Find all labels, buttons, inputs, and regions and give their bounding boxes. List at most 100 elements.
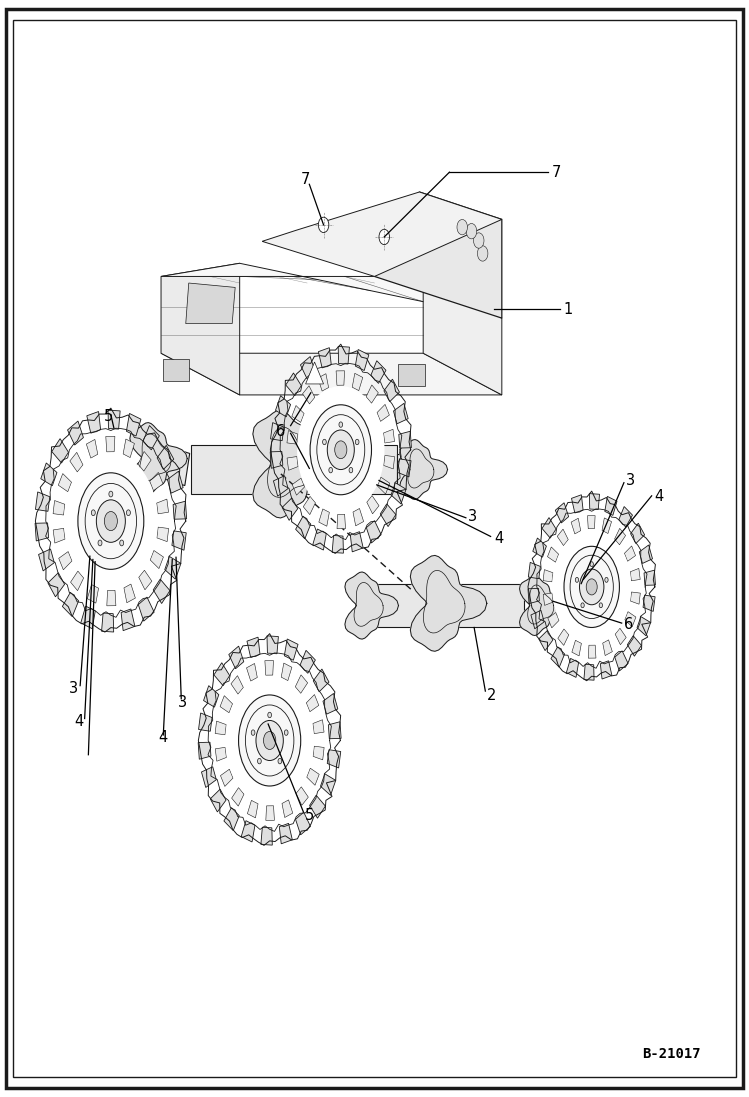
Polygon shape: [161, 263, 502, 318]
Circle shape: [590, 562, 593, 566]
Polygon shape: [139, 597, 154, 621]
Polygon shape: [352, 373, 363, 391]
Polygon shape: [327, 749, 341, 768]
Polygon shape: [151, 551, 163, 568]
Polygon shape: [555, 502, 568, 523]
Circle shape: [580, 569, 604, 604]
Polygon shape: [630, 568, 640, 580]
Polygon shape: [157, 528, 169, 542]
Circle shape: [120, 540, 124, 546]
Polygon shape: [542, 518, 556, 539]
Polygon shape: [328, 722, 341, 738]
Circle shape: [379, 229, 389, 245]
Polygon shape: [58, 474, 71, 491]
Polygon shape: [70, 572, 84, 590]
Circle shape: [251, 730, 255, 735]
Polygon shape: [528, 588, 539, 603]
Polygon shape: [167, 472, 184, 494]
Polygon shape: [551, 647, 565, 667]
Polygon shape: [303, 386, 315, 404]
Text: 5: 5: [305, 807, 314, 823]
Circle shape: [477, 246, 488, 261]
Polygon shape: [639, 545, 652, 564]
Polygon shape: [106, 437, 115, 452]
Text: 4: 4: [75, 714, 84, 730]
Circle shape: [575, 577, 579, 583]
Polygon shape: [384, 380, 399, 402]
Polygon shape: [214, 663, 230, 686]
Circle shape: [98, 540, 102, 546]
Polygon shape: [53, 529, 65, 543]
Polygon shape: [52, 439, 68, 463]
Circle shape: [268, 712, 271, 717]
Polygon shape: [154, 579, 170, 603]
Polygon shape: [398, 431, 411, 448]
Circle shape: [599, 603, 602, 608]
Polygon shape: [161, 353, 502, 395]
Polygon shape: [533, 538, 546, 557]
Polygon shape: [543, 569, 553, 581]
Text: 3: 3: [468, 509, 477, 524]
Polygon shape: [367, 496, 379, 513]
Circle shape: [256, 721, 283, 760]
Polygon shape: [374, 192, 502, 318]
Polygon shape: [337, 514, 345, 529]
Polygon shape: [161, 263, 240, 395]
Polygon shape: [307, 768, 319, 785]
Polygon shape: [355, 350, 369, 371]
Polygon shape: [287, 431, 298, 444]
Polygon shape: [107, 590, 116, 606]
Circle shape: [298, 387, 383, 512]
Circle shape: [329, 467, 333, 473]
Polygon shape: [62, 592, 79, 617]
Polygon shape: [601, 660, 612, 679]
Polygon shape: [224, 807, 239, 830]
Polygon shape: [306, 362, 324, 384]
Polygon shape: [87, 411, 100, 433]
Polygon shape: [198, 713, 212, 732]
Circle shape: [104, 511, 118, 531]
Polygon shape: [296, 517, 311, 539]
Circle shape: [355, 439, 359, 444]
Polygon shape: [270, 452, 283, 468]
Polygon shape: [584, 665, 594, 680]
Polygon shape: [172, 531, 187, 551]
Polygon shape: [383, 429, 395, 443]
Polygon shape: [644, 570, 655, 586]
Text: B-21017: B-21017: [642, 1047, 700, 1061]
Polygon shape: [558, 629, 568, 645]
Polygon shape: [143, 426, 160, 450]
Polygon shape: [165, 556, 181, 579]
Polygon shape: [262, 192, 502, 276]
Polygon shape: [520, 576, 568, 635]
Polygon shape: [603, 640, 613, 656]
Circle shape: [349, 467, 353, 473]
Polygon shape: [353, 509, 363, 525]
Polygon shape: [282, 800, 293, 817]
Polygon shape: [332, 535, 343, 553]
Polygon shape: [588, 645, 596, 658]
Polygon shape: [266, 806, 274, 821]
Circle shape: [335, 441, 347, 459]
Polygon shape: [313, 669, 329, 692]
Polygon shape: [270, 422, 284, 441]
Polygon shape: [319, 509, 330, 527]
Polygon shape: [625, 612, 636, 626]
Polygon shape: [631, 592, 640, 604]
Polygon shape: [398, 459, 411, 477]
Circle shape: [339, 422, 342, 428]
Polygon shape: [70, 452, 83, 472]
Polygon shape: [261, 827, 273, 845]
Polygon shape: [557, 529, 568, 545]
Polygon shape: [367, 584, 524, 627]
Polygon shape: [282, 498, 297, 520]
Text: 3: 3: [626, 473, 635, 488]
Polygon shape: [287, 456, 298, 471]
Text: 4: 4: [654, 489, 663, 505]
Polygon shape: [186, 283, 235, 324]
Polygon shape: [589, 494, 599, 509]
Polygon shape: [150, 473, 163, 490]
Circle shape: [258, 758, 261, 764]
Circle shape: [226, 677, 313, 804]
Polygon shape: [637, 617, 651, 636]
